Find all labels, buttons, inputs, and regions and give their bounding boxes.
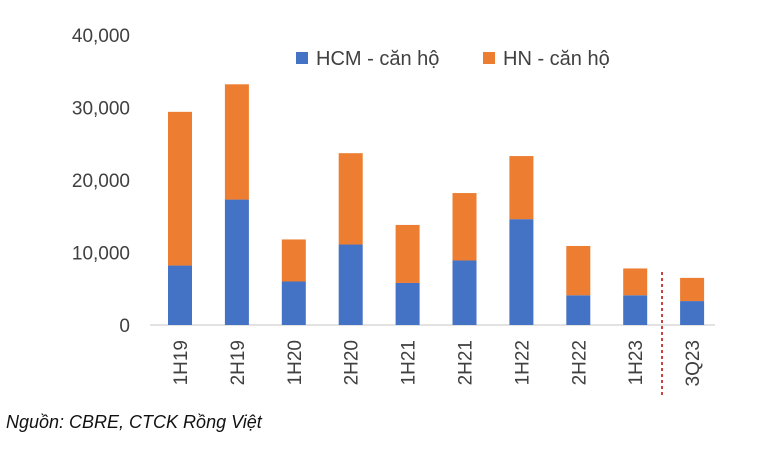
bar-segment-hn-1h21 — [395, 224, 420, 283]
x-tick-label: 1H21 — [399, 340, 420, 385]
bar-segment-hn-1h19 — [168, 111, 192, 266]
bar-segment-hn-1h22 — [509, 156, 534, 220]
bar-segment-hn-2h19 — [224, 84, 249, 200]
bar-segment-hcm-3q23 — [680, 301, 705, 325]
bar-segment-hn-2h22 — [566, 245, 591, 296]
source-note: Nguồn: CBRE, CTCK Rồng Việt — [6, 412, 262, 432]
x-tick-label: 3Q23 — [683, 340, 704, 386]
bar-segment-hcm-1h21 — [395, 282, 420, 325]
x-tick-label: 2H20 — [342, 340, 363, 385]
legend-label: HCM - căn hộ — [316, 48, 439, 70]
bar-segment-hn-2h21 — [452, 193, 477, 261]
bar-segment-hcm-2h22 — [566, 295, 591, 325]
bar-segment-hcm-1h23 — [623, 295, 648, 325]
bar-segment-hcm-1h22 — [509, 219, 534, 325]
bar-segment-hn-3q23 — [680, 277, 705, 302]
x-tick-label: 1H20 — [285, 340, 306, 385]
legend: HCM - căn hộ HN - căn hộ — [296, 48, 610, 70]
x-tick-label: 1H23 — [626, 340, 647, 385]
x-tick-label: 2H22 — [569, 340, 590, 385]
bar-segment-hcm-1h19 — [168, 265, 192, 325]
bar-segment-hcm-2h19 — [224, 199, 249, 325]
bar-segment-hcm-2h21 — [452, 260, 477, 325]
bar-segment-hcm-2h20 — [338, 244, 363, 325]
y-axis-ticks: 0 10,000 20,000 30,000 40,000 — [72, 26, 130, 337]
legend-label: HN - căn hộ — [503, 48, 610, 70]
y-tick-label: 0 — [119, 316, 130, 337]
legend-swatch — [483, 52, 495, 64]
bar-segment-hn-2h20 — [338, 153, 363, 245]
y-tick-label: 20,000 — [72, 171, 130, 192]
bar-segment-hn-1h20 — [281, 239, 306, 282]
y-tick-label: 40,000 — [72, 26, 130, 47]
x-tick-label: 1H19 — [171, 340, 192, 385]
legend-swatch — [296, 52, 308, 64]
x-tick-label: 2H19 — [228, 340, 249, 385]
x-tick-label: 2H21 — [456, 340, 477, 385]
bar-segment-hn-1h23 — [623, 268, 648, 296]
y-tick-label: 30,000 — [72, 99, 130, 120]
bar-segment-hcm-1h20 — [281, 281, 306, 325]
x-tick-label: 1H22 — [512, 340, 533, 385]
x-axis-labels: 1H19 2H19 1H20 2H20 1H21 2H21 1H22 2H22 1H23 3Q23 — [171, 340, 704, 386]
bars — [168, 84, 705, 325]
y-tick-label: 10,000 — [72, 244, 130, 265]
